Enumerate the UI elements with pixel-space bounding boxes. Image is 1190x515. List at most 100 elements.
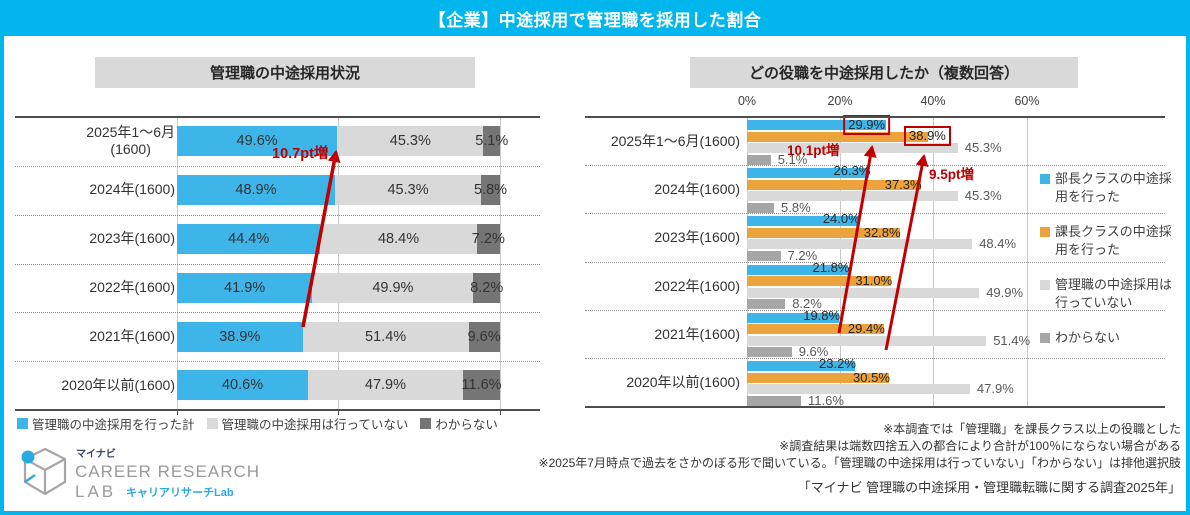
row-label-text: 2021年(1600) xyxy=(89,327,175,344)
axis-tick-mark xyxy=(500,411,501,415)
left-chart-row: 2021年(1600) 38.9% 51.4% 9.6% xyxy=(15,312,540,361)
value-label: 5.1% xyxy=(475,133,509,150)
legend-item: わからない xyxy=(1040,329,1173,347)
bar-segment: 8.2% xyxy=(470,272,504,303)
bar-segment: 5.1% xyxy=(475,126,508,157)
right-chart-title: どの役職を中途採用したか（複数回答） xyxy=(690,57,1078,88)
x-axis-tick-60: 60% xyxy=(1014,94,1040,108)
value-label: 21.8% xyxy=(812,259,850,275)
legend-swatch xyxy=(1040,333,1050,343)
bar xyxy=(747,361,855,371)
right-chart-group: 2021年(1600) 19.8% 29.4% 51.4% 9.6% xyxy=(585,307,1165,360)
row-label: 2020年以前(1600) xyxy=(626,374,740,391)
bar xyxy=(747,264,849,275)
bar xyxy=(747,202,774,213)
row-label: 2023年(1600) xyxy=(15,215,179,264)
bar xyxy=(747,335,987,346)
bar xyxy=(747,372,889,383)
value-label: 32.8% xyxy=(863,224,901,240)
gridline-left-100 xyxy=(500,117,501,409)
bar-segment: 7.2% xyxy=(472,224,505,255)
left-chart-row: 2023年(1600) 44.4% 48.4% 7.2% xyxy=(15,215,540,264)
row-label: 2025年1～6月 (1600) xyxy=(15,117,179,166)
row-separator xyxy=(15,361,540,363)
legend-swatch xyxy=(206,418,218,429)
gridline-right-0 xyxy=(747,117,748,406)
legend-label: 管理職の中途採用を行った計 xyxy=(32,418,195,432)
bar-segment: 5.8% xyxy=(474,175,507,206)
header-bar: 【企業】中途採用で管理職を採用した割合 xyxy=(0,0,1190,36)
legend-swatch xyxy=(420,418,432,429)
right-chart-group: 2025年1～6月(1600) 29.9% 38.9% 45.3% 5.1% xyxy=(585,115,1165,167)
value-label: 8.2% xyxy=(792,296,822,312)
row-label: 2022年(1600) xyxy=(15,264,179,313)
legend-label: 管理職の中途採用は行っていない xyxy=(1055,277,1173,311)
bar-segment: 40.6% xyxy=(177,370,309,401)
legend-item: 管理職の中途採用は行っていない xyxy=(1040,276,1173,312)
value-label: 5.8% xyxy=(781,199,811,215)
bar-segment: 51.4% xyxy=(302,321,469,352)
logo-brand-text: マイナビ xyxy=(76,447,116,460)
row-separator xyxy=(585,309,1165,311)
row-label-text: 2025年1～6月 (1600) xyxy=(86,123,175,158)
axis-tick-mark xyxy=(177,411,178,415)
bar xyxy=(747,239,973,250)
bar xyxy=(747,324,884,335)
increase-annotation-bucho: 10.1pt増 xyxy=(787,143,840,158)
value-label: 8.2% xyxy=(470,279,504,296)
left-chart-title: 管理職の中途採用状況 xyxy=(95,57,475,88)
value-label: 45.3% xyxy=(964,188,1002,204)
value-label: 24.0% xyxy=(822,211,860,227)
left-chart-row: 2024年(1600) 48.9% 45.3% 5.8% xyxy=(15,166,540,215)
row-label: 2020年以前(1600) xyxy=(15,361,179,410)
gridline-left-50 xyxy=(338,117,339,409)
left-chart-row: 2025年1～6月 (1600) 49.6% 45.3% 5.1% xyxy=(15,117,540,166)
mynavi-career-research-lab-logo: マイナビ CAREER RESEARCH LAB キャリアリサーチLab xyxy=(18,444,266,509)
legend-label: 課長クラスの中途採用を行った xyxy=(1055,224,1172,258)
row-label-text: 2023年(1600) xyxy=(89,230,175,247)
bar-segment: 48.9% xyxy=(177,175,335,206)
bar xyxy=(747,191,958,202)
bar xyxy=(747,395,801,406)
value-label: 7.2% xyxy=(787,247,818,263)
bar-segment: 41.9% xyxy=(177,272,313,303)
value-label: 19.8% xyxy=(803,307,841,323)
row-separator xyxy=(585,261,1165,263)
row-separator xyxy=(585,358,1165,359)
value-label: 26.3% xyxy=(833,163,871,179)
value-label: 30.5% xyxy=(853,369,890,385)
value-label: 48.4% xyxy=(377,231,420,248)
value-label: 45.3% xyxy=(389,133,431,150)
legend-item: 課長クラスの中途採用を行った xyxy=(1040,223,1173,259)
bar xyxy=(747,168,870,179)
bar xyxy=(747,216,859,227)
value-label: 31.0% xyxy=(855,273,893,289)
row-separator xyxy=(15,263,540,265)
left-chart-bottom-border xyxy=(15,409,540,411)
value-label: 38.9% xyxy=(219,328,261,345)
row-label-text: 2022年(1600) xyxy=(89,279,175,296)
bar xyxy=(747,347,792,358)
value-label-highlighted: 29.9% xyxy=(843,115,891,135)
value-label: 49.6% xyxy=(236,133,278,150)
right-chart-group: 2020年以前(1600) 23.2% 30.5% 47.9% 11.6% xyxy=(585,356,1165,408)
bar xyxy=(747,312,840,323)
value-label: 48.9% xyxy=(235,182,277,199)
right-chart-bottom-border xyxy=(585,406,1165,408)
value-label: 47.9% xyxy=(364,377,406,394)
stacked-bar: 38.9% 51.4% 9.6% xyxy=(177,321,501,352)
stacked-bar: 49.6% 45.3% 5.1% xyxy=(177,126,508,157)
bar xyxy=(747,299,786,310)
value-label: 7.2% xyxy=(471,231,505,248)
bar-segment: 49.6% xyxy=(177,126,338,157)
bar xyxy=(747,131,928,142)
axis-tick-mark xyxy=(338,411,339,415)
legend-swatch xyxy=(1040,227,1050,237)
value-label: 45.3% xyxy=(964,140,1002,155)
legend-label: 部長クラスの中途採用を行った xyxy=(1055,171,1172,205)
left-chart-row: 2022年(1600) 41.9% 49.9% 8.2% xyxy=(15,264,540,313)
bar-segment: 49.9% xyxy=(312,272,474,303)
logo-cube-icon xyxy=(21,447,67,496)
value-label: 45.3% xyxy=(387,182,429,199)
